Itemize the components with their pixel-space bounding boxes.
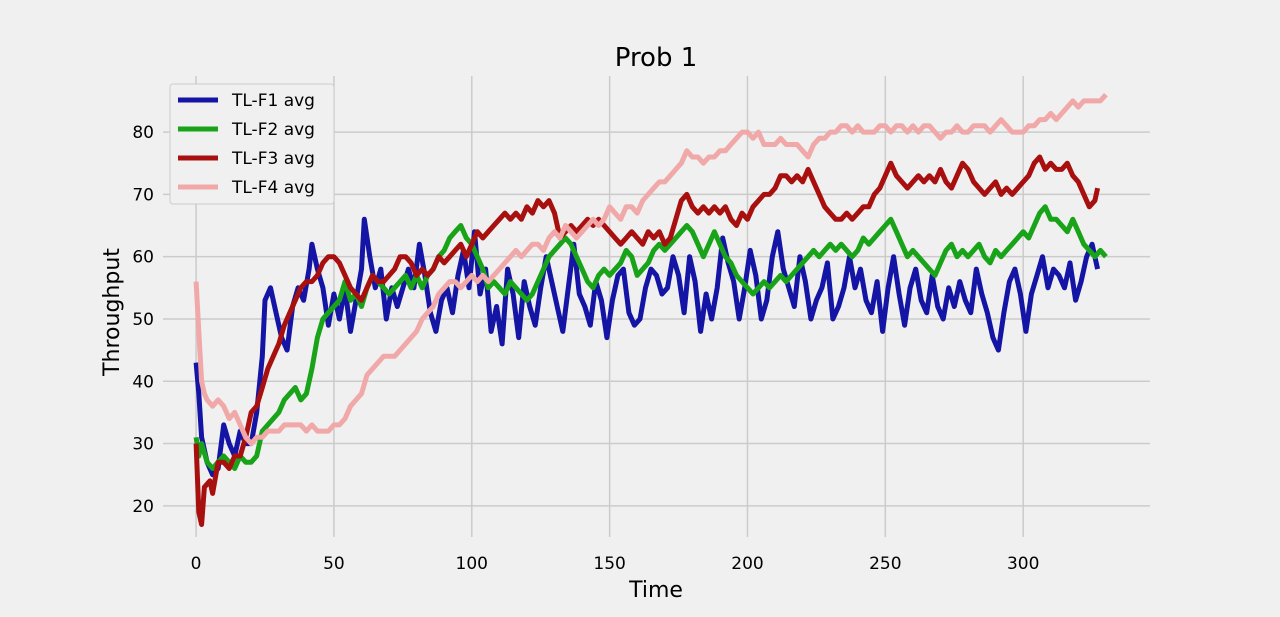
y-axis-label: Throughput bbox=[100, 248, 125, 377]
legend-box bbox=[169, 83, 335, 205]
legend-label: TL-F4 avg bbox=[231, 178, 315, 198]
legend: TL-F1 avg TL-F2 avg TL-F3 avg TL-F4 avg bbox=[169, 83, 335, 205]
y-tick-label: 50 bbox=[132, 310, 154, 330]
y-tick-label: 70 bbox=[132, 185, 154, 205]
series-line-3 bbox=[193, 154, 1101, 527]
x-tick-label: 300 bbox=[1007, 554, 1039, 574]
x-tick-label: 200 bbox=[731, 554, 763, 574]
y-tick-label: 40 bbox=[132, 372, 154, 392]
x-axis-label: Time bbox=[628, 578, 683, 603]
x-tick-label: 100 bbox=[456, 554, 488, 574]
series-line-2 bbox=[193, 204, 1108, 471]
x-tick-label: 50 bbox=[323, 554, 345, 574]
tick-labels: 0 50 100 150 200 250 300 20 30 40 50 60 70 80 bbox=[132, 123, 1039, 574]
series-line-1 bbox=[193, 216, 1101, 478]
y-tick-label: 60 bbox=[132, 248, 154, 268]
chart-title: Prob 1 bbox=[615, 43, 698, 73]
y-tick-label: 20 bbox=[132, 497, 154, 517]
series-line-4 bbox=[193, 93, 1108, 447]
y-tick-label: 30 bbox=[132, 435, 154, 455]
legend-label: TL-F3 avg bbox=[231, 149, 315, 169]
legend-label: TL-F2 avg bbox=[231, 120, 315, 140]
y-tick-label: 80 bbox=[132, 123, 154, 143]
legend-label: TL-F1 avg bbox=[231, 91, 315, 111]
x-tick-label: 250 bbox=[869, 554, 901, 574]
x-tick-label: 150 bbox=[593, 554, 625, 574]
x-tick-label: 0 bbox=[191, 554, 202, 574]
series-lines bbox=[193, 93, 1108, 527]
